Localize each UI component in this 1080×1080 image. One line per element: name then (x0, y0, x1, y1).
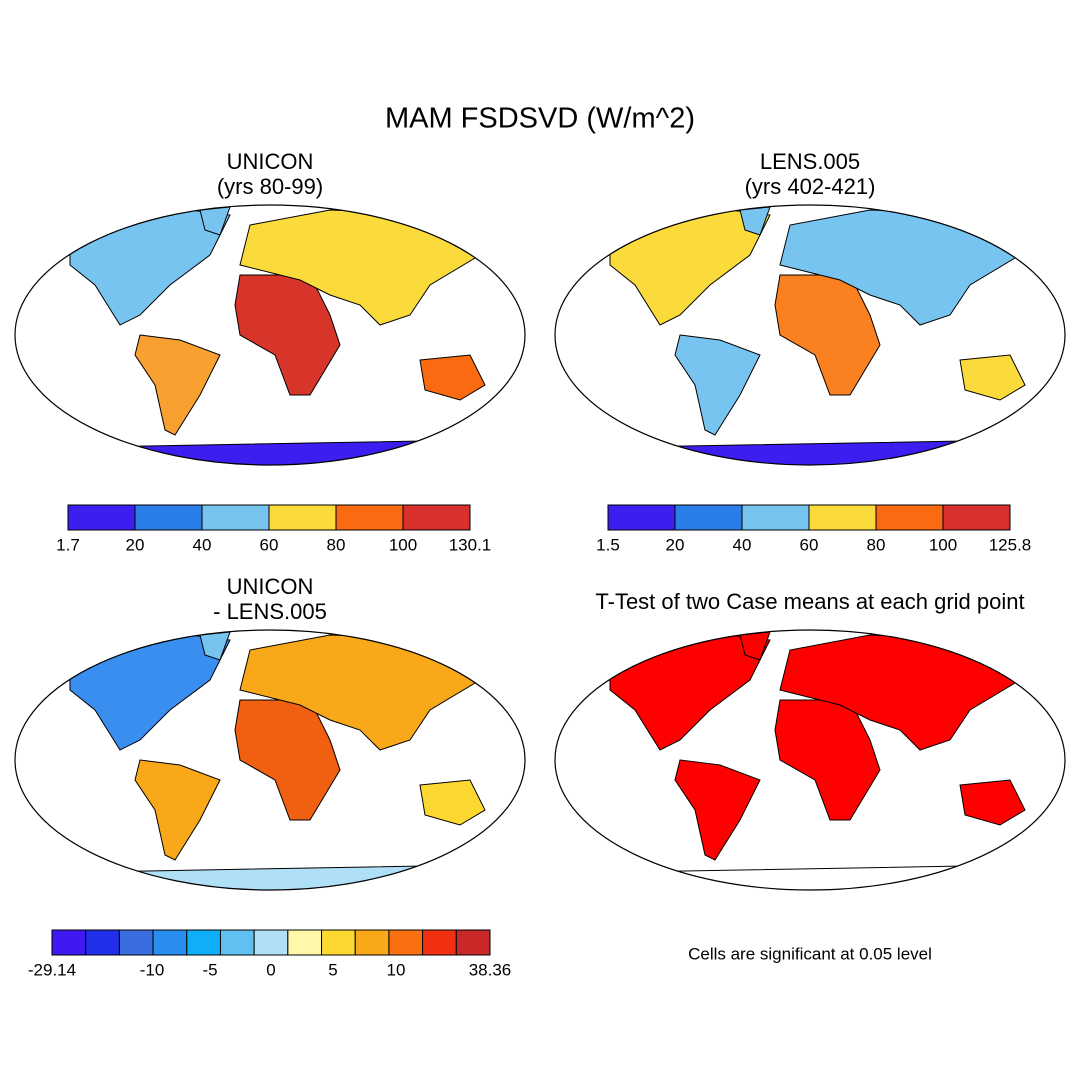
landmass (234, 274, 341, 396)
landmass (239, 209, 481, 326)
colorbar-box (85, 929, 120, 956)
map (554, 204, 1066, 466)
landmass (134, 334, 221, 436)
colorbar-label: 1.7 (56, 535, 80, 554)
landmass (234, 699, 341, 821)
colorbar-box (942, 504, 1011, 531)
colorbar-label: 1.5 (596, 535, 620, 554)
colorbar-label: -29.14 (28, 960, 76, 979)
landmass (959, 354, 1026, 401)
landmass (774, 699, 881, 821)
colorbar-label: 100 (389, 535, 417, 554)
colorbar-box (321, 929, 356, 956)
landmass (629, 864, 1021, 890)
landmass (779, 209, 1021, 326)
colorbar-box (455, 929, 491, 956)
panel-title: UNICON (227, 149, 314, 174)
map-border (554, 629, 1066, 891)
panel-title: LENS.005 (760, 149, 860, 174)
map-land (609, 205, 1026, 465)
colorbar-box (268, 504, 337, 531)
colorbar-box (808, 504, 877, 531)
landmass (629, 439, 1021, 465)
colorbar-box (219, 929, 255, 956)
map (554, 629, 1066, 891)
colorbar-label: -5 (202, 960, 217, 979)
colorbar-label: 10 (387, 960, 406, 979)
map-land (609, 630, 1026, 890)
colorbar-box (674, 504, 743, 531)
colorbar-label: 38.36 (469, 960, 512, 979)
colorbar-box (67, 504, 136, 531)
map-border (14, 204, 526, 466)
map-land (69, 205, 486, 465)
panel-title: (yrs 80-99) (217, 174, 323, 199)
landmass (239, 634, 481, 751)
colorbar-box (607, 504, 676, 531)
colorbar-label: 40 (193, 535, 212, 554)
colorbar-box (152, 929, 188, 956)
colorbar-label: -10 (140, 960, 165, 979)
colorbar-box (422, 929, 457, 956)
landmass (89, 439, 481, 465)
landmass (774, 274, 881, 396)
landmass (674, 334, 761, 436)
colorbar-label: 40 (733, 535, 752, 554)
colorbar-label: 60 (800, 535, 819, 554)
colorbar-box (287, 929, 323, 956)
landmass (419, 354, 486, 401)
landmass (89, 864, 481, 890)
colorbar-box (51, 929, 87, 956)
colorbar-box (875, 504, 944, 531)
colorbar-label: 80 (327, 535, 346, 554)
colorbar-label: 130.1 (449, 535, 492, 554)
colorbar-label: 125.8 (989, 535, 1032, 554)
map-border (554, 204, 1066, 466)
panel-title: (yrs 402-421) (745, 174, 876, 199)
colorbar-box (402, 504, 471, 531)
panel-title: UNICON (227, 574, 314, 599)
colorbar-box (741, 504, 810, 531)
map (14, 204, 526, 466)
colorbar-box (253, 929, 289, 956)
map-border (14, 629, 526, 891)
panel-title: - LENS.005 (213, 599, 327, 624)
colorbar-box (388, 929, 424, 956)
landmass (779, 634, 1021, 751)
colorbar-label: 0 (266, 960, 275, 979)
colorbar-label: 100 (929, 535, 957, 554)
colorbar-label: 20 (126, 535, 145, 554)
panel-title: T-Test of two Case means at each grid po… (595, 589, 1024, 614)
colorbar-box (354, 929, 390, 956)
panel-note: Cells are significant at 0.05 level (688, 944, 932, 963)
colorbar-label: 60 (260, 535, 279, 554)
landmass (674, 759, 761, 861)
colorbar-box (201, 504, 270, 531)
map (14, 629, 526, 891)
colorbar-box (118, 929, 154, 956)
landmass (134, 759, 221, 861)
colorbar-box (134, 504, 203, 531)
colorbar-label: 20 (666, 535, 685, 554)
landmass (959, 779, 1026, 826)
colorbar-label: 5 (328, 960, 337, 979)
map-land (69, 630, 486, 890)
landmass (419, 779, 486, 826)
colorbar-box (186, 929, 221, 956)
colorbar-label: 80 (867, 535, 886, 554)
figure-title: MAM FSDSVD (W/m^2) (385, 103, 695, 135)
colorbar-box (335, 504, 404, 531)
